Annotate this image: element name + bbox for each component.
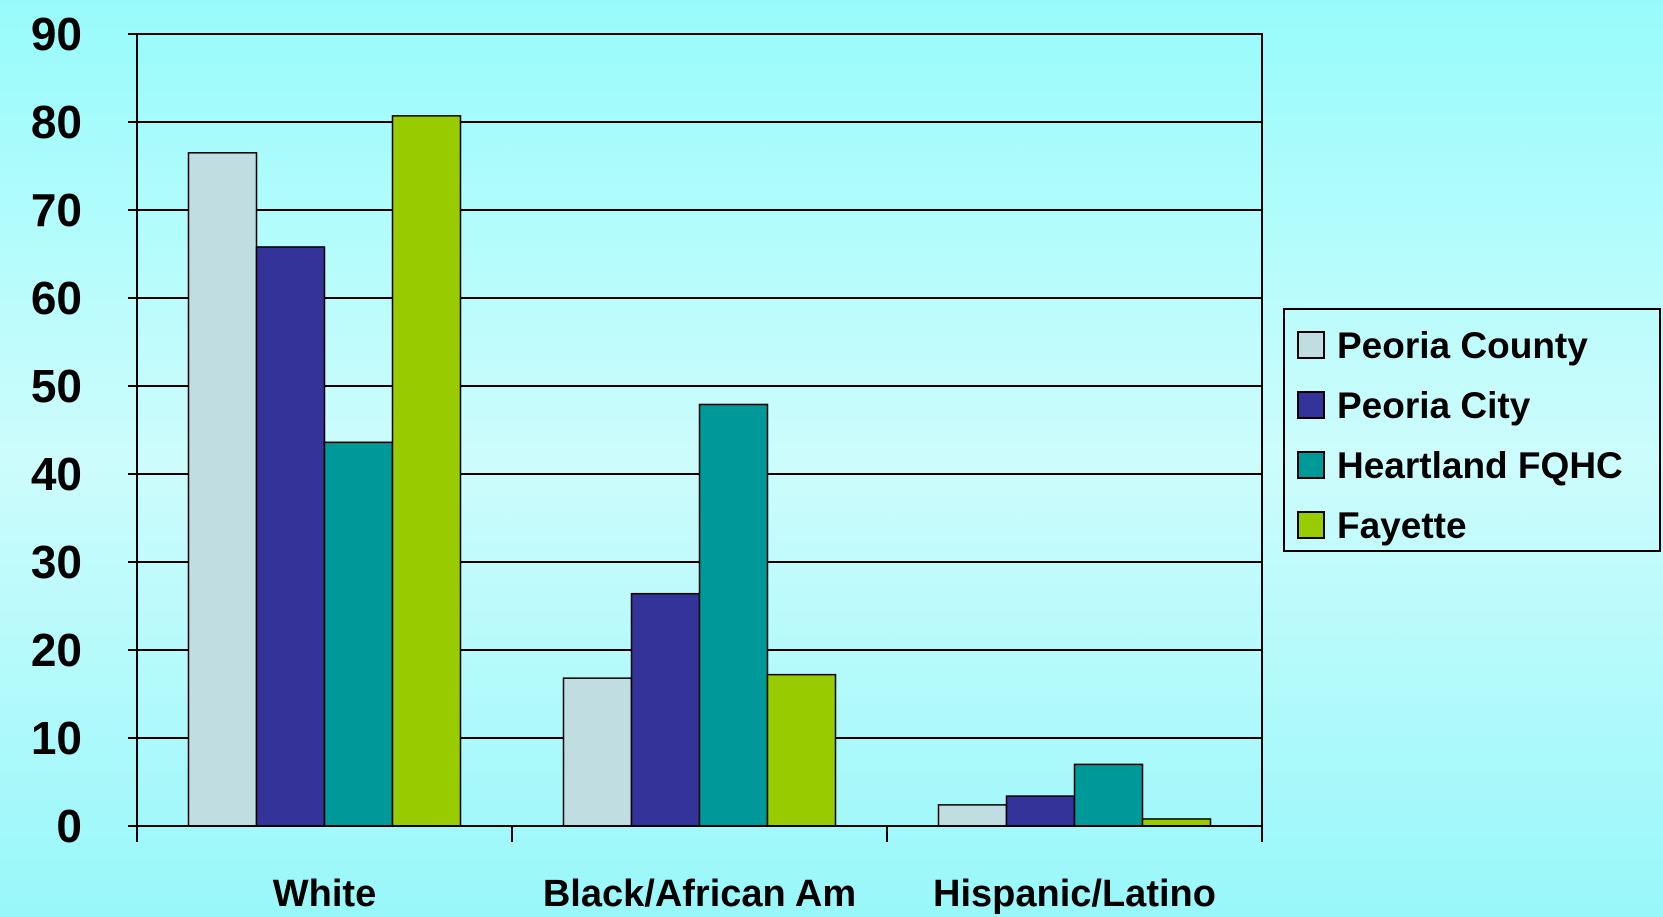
legend-box bbox=[1283, 308, 1661, 552]
bar-heartland-fqhc-white bbox=[323, 441, 394, 827]
bar-peoria-city-hispanic-latino bbox=[1005, 795, 1076, 827]
bar-peoria-county-black-african-am bbox=[562, 677, 633, 827]
bar-peoria-county-white bbox=[187, 152, 258, 827]
category-labels: White Black/African Am Hispanic/Latino bbox=[273, 873, 1216, 915]
legend-label: Peoria City bbox=[1337, 385, 1531, 426]
y-tick-label: 0 bbox=[56, 800, 82, 852]
plot-area-border bbox=[136, 33, 1263, 827]
y-tick-label: 60 bbox=[31, 272, 82, 324]
bar-peoria-city-black-african-am bbox=[630, 592, 701, 827]
bars bbox=[187, 115, 1212, 827]
legend-label: Peoria County bbox=[1337, 325, 1588, 366]
legend-swatch bbox=[1297, 331, 1325, 359]
y-tick-label: 70 bbox=[31, 184, 82, 236]
bar-fayette-hispanic-latino bbox=[1141, 818, 1212, 827]
legend-swatch bbox=[1297, 511, 1325, 539]
y-tick-label: 20 bbox=[31, 624, 82, 676]
bar-peoria-city-white bbox=[255, 246, 326, 827]
legend-swatch bbox=[1297, 391, 1325, 419]
category-label: Hispanic/Latino bbox=[933, 873, 1216, 915]
bar-fayette-white bbox=[391, 115, 462, 827]
category-label: Black/African Am bbox=[543, 873, 856, 915]
y-tick-label: 80 bbox=[31, 96, 82, 148]
axes bbox=[128, 33, 1263, 842]
y-tick-label: 30 bbox=[31, 536, 82, 588]
y-tick-label: 50 bbox=[31, 360, 82, 412]
legend-swatch bbox=[1297, 451, 1325, 479]
y-tick-label: 40 bbox=[31, 448, 82, 500]
y-tick-labels: 0 10 20 30 40 50 60 70 80 90 bbox=[31, 8, 82, 852]
y-tick-label: 10 bbox=[31, 712, 82, 764]
legend-label: Fayette bbox=[1337, 505, 1467, 546]
bar-fayette-black-african-am bbox=[766, 673, 837, 827]
bar-peoria-county-hispanic-latino bbox=[937, 804, 1008, 827]
bar-heartland-fqhc-hispanic-latino bbox=[1073, 763, 1144, 827]
bar-heartland-fqhc-black-african-am bbox=[698, 403, 769, 827]
y-tick-label: 90 bbox=[31, 8, 82, 60]
category-label: White bbox=[273, 873, 376, 915]
legend-label: Heartland FQHC bbox=[1337, 445, 1623, 486]
legend: Peoria County Peoria City Heartland FQHC Fa… bbox=[1283, 308, 1661, 552]
